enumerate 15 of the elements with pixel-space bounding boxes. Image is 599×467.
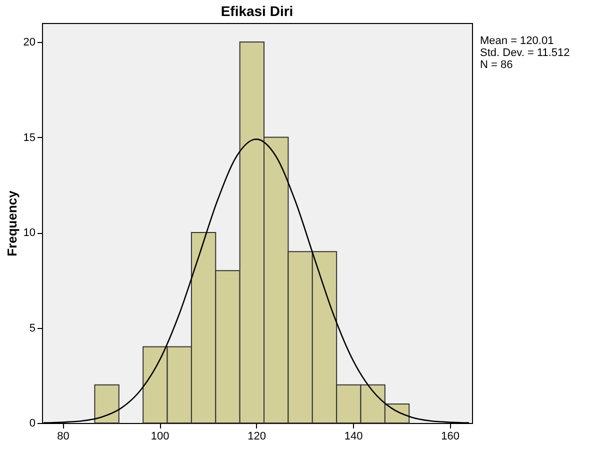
text: N = 86: [480, 59, 513, 71]
text: Std. Dev. = 11.512: [480, 47, 570, 59]
x-tick-label: 140: [344, 430, 363, 442]
y-tick-label: 10: [23, 227, 36, 240]
y-tick-label: 0: [29, 418, 36, 430]
y-tick-label: 20: [23, 36, 36, 49]
x-tick-label: 80: [57, 430, 70, 442]
y-tick-label: 15: [23, 132, 36, 144]
x-tick-label: 120: [248, 430, 266, 442]
text: Mean = 120.01: [480, 35, 554, 47]
x-tick-label: 100: [150, 430, 170, 442]
y-axis-title: Frequency: [4, 190, 20, 256]
chart-title: Efikasi Diri: [220, 3, 294, 19]
x-tick-label: 160: [441, 430, 460, 442]
y-tick-label: 5: [29, 322, 36, 334]
